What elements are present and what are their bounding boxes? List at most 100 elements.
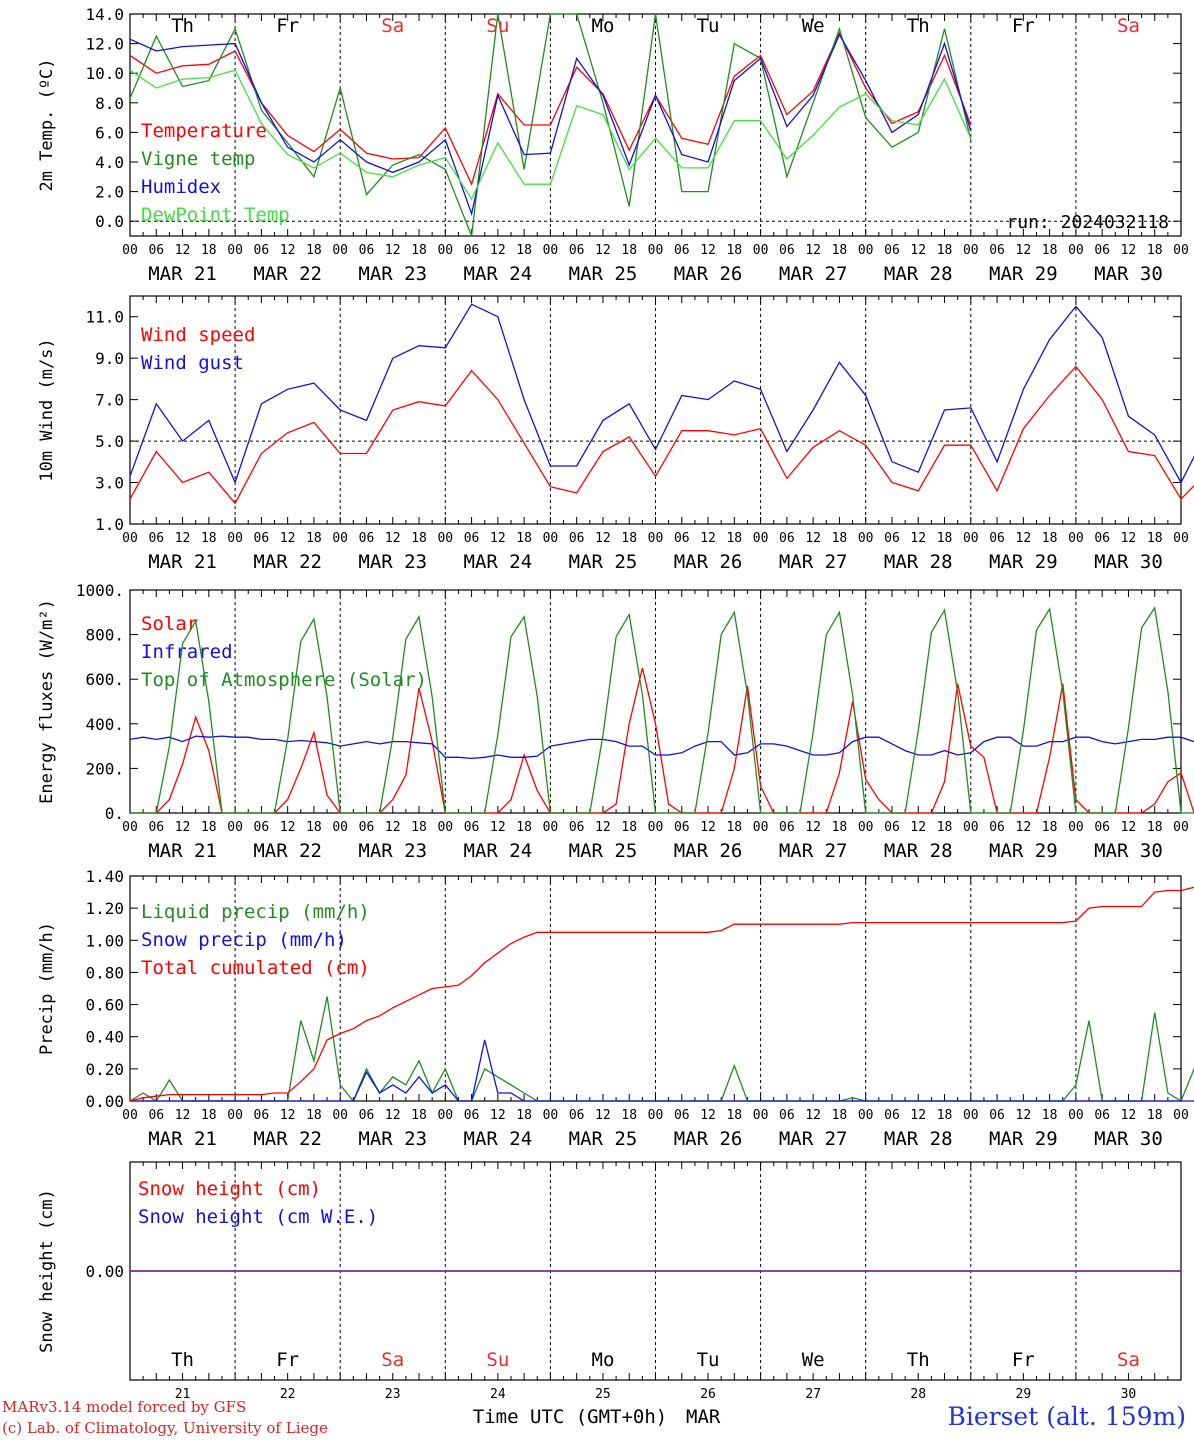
- x-hour-label: 18: [621, 243, 637, 258]
- x-hour-label: 12: [910, 531, 926, 546]
- x-hour-label: 00: [648, 820, 664, 835]
- weekday-label: Tu: [697, 15, 720, 37]
- run-label: run: 2024032118: [1006, 212, 1169, 233]
- x-hour-label: 18: [306, 531, 322, 546]
- x-hour-label: 06: [569, 820, 585, 835]
- y-tick-label: 800.: [85, 626, 124, 645]
- x-hour-label: 00: [437, 531, 453, 546]
- x-hour-label: 18: [832, 243, 848, 258]
- x-hour-label: 00: [858, 820, 874, 835]
- legend-entry: Top of Atmosphere (Solar): [141, 669, 427, 691]
- day-number-label: 29: [1016, 1387, 1032, 1402]
- x-hour-label: 12: [1016, 820, 1032, 835]
- day-number-label: 23: [385, 1387, 401, 1402]
- series-line-dewpoint-temp: [129, 69, 972, 201]
- weekday-label: Tu: [697, 1349, 720, 1371]
- legend-entry: Liquid precip (mm/h): [141, 901, 370, 923]
- x-hour-label: 00: [753, 1108, 769, 1123]
- x-hour-label: 12: [490, 820, 506, 835]
- x-hour-label: 18: [937, 531, 953, 546]
- x-hour-label: 18: [726, 820, 742, 835]
- x-hour-label: 00: [1068, 531, 1084, 546]
- x-hour-label: 00: [648, 531, 664, 546]
- x-hour-label: 00: [332, 531, 348, 546]
- x-hour-label: 12: [595, 243, 611, 258]
- day-number-label: 25: [595, 1387, 611, 1402]
- x-hour-label: 06: [779, 243, 795, 258]
- weekday-label: Su: [486, 1349, 509, 1371]
- x-hour-label: 12: [700, 1108, 716, 1123]
- weekday-label: Sa: [1117, 15, 1140, 37]
- x-day-label: MAR 22: [253, 840, 322, 862]
- x-hour-label: 00: [753, 820, 769, 835]
- weekday-label: Fr: [1012, 15, 1035, 37]
- day-number-label: 22: [280, 1387, 296, 1402]
- x-hour-label: 06: [989, 243, 1005, 258]
- x-hour-label: 18: [937, 1108, 953, 1123]
- x-hour-label: 00: [1173, 820, 1189, 835]
- legend-entry: Solar: [141, 613, 198, 635]
- x-hour-label: 12: [805, 531, 821, 546]
- x-hour-label: 00: [963, 531, 979, 546]
- x-hour-label: 18: [516, 243, 532, 258]
- x-hour-label: 06: [148, 531, 164, 546]
- x-hour-label: 12: [700, 820, 716, 835]
- y-tick-label: 0.20: [85, 1060, 124, 1079]
- x-hour-label: 12: [595, 1108, 611, 1123]
- x-hour-label: 06: [148, 243, 164, 258]
- x-day-label: MAR 26: [674, 263, 743, 285]
- y-tick-label: 9.0: [95, 349, 124, 368]
- legend-entry: Humidex: [141, 176, 221, 198]
- series-line-solar: [130, 667, 1194, 814]
- x-hour-label: 12: [1016, 243, 1032, 258]
- x-day-label: MAR 28: [884, 551, 953, 573]
- x-day-label: MAR 30: [1094, 840, 1163, 862]
- y-tick-label: 600.: [85, 670, 124, 689]
- x-hour-label: 00: [122, 820, 138, 835]
- y-tick-label: 6.0: [95, 123, 124, 142]
- legend-entry: DewPoint Temp: [141, 204, 290, 226]
- x-day-label: MAR 30: [1094, 1128, 1163, 1150]
- x-hour-label: 12: [700, 531, 716, 546]
- y-tick-label: 400.: [85, 715, 124, 734]
- x-hour-label: 12: [1121, 1108, 1137, 1123]
- x-hour-label: 18: [1042, 1108, 1058, 1123]
- x-day-label: MAR 28: [884, 840, 953, 862]
- x-hour-label: 12: [175, 1108, 191, 1123]
- x-hour-label: 00: [543, 1108, 559, 1123]
- x-day-label: MAR 29: [989, 840, 1058, 862]
- x-hour-label: 00: [227, 1108, 243, 1123]
- x-hour-label: 18: [1147, 820, 1163, 835]
- x-hour-label: 12: [490, 243, 506, 258]
- series-line-temperature: [129, 31, 972, 187]
- x-hour-label: 18: [516, 1108, 532, 1123]
- x-hour-label: 18: [411, 1108, 427, 1123]
- x-hour-label: 00: [1173, 1108, 1189, 1123]
- x-day-label: MAR 25: [569, 551, 638, 573]
- x-hour-label: 00: [543, 820, 559, 835]
- x-hour-label: 00: [858, 243, 874, 258]
- x-hour-label: 06: [1094, 531, 1110, 546]
- x-hour-label: 12: [280, 820, 296, 835]
- legend-entry: Temperature: [141, 120, 267, 142]
- y-tick-label: 11.0: [85, 308, 124, 327]
- x-hour-label: 18: [516, 531, 532, 546]
- day-number-label: 24: [490, 1387, 506, 1402]
- y-tick-label: 14.0: [85, 5, 124, 24]
- x-hour-label: 18: [726, 243, 742, 258]
- x-hour-label: 00: [227, 243, 243, 258]
- x-hour-label: 00: [332, 243, 348, 258]
- x-day-label: MAR 23: [358, 551, 427, 573]
- panel-precip: 0.00 0.20 0.40 0.60 0.80 1.00 1.20 1.40 Precip (…: [37, 867, 1194, 1150]
- x-hour-label: 06: [779, 531, 795, 546]
- x-day-label: MAR 30: [1094, 551, 1163, 573]
- y-tick-label: 1.00: [85, 931, 124, 950]
- x-hour-label: 12: [175, 243, 191, 258]
- x-hour-label: 06: [464, 243, 480, 258]
- model-credit: MARv3.14 model forced by GFS: [2, 1398, 247, 1416]
- weekday-label: Sa: [381, 1349, 404, 1371]
- x-hour-label: 06: [464, 1108, 480, 1123]
- weekday-label: Th: [171, 1349, 194, 1371]
- x-hour-label: 00: [648, 1108, 664, 1123]
